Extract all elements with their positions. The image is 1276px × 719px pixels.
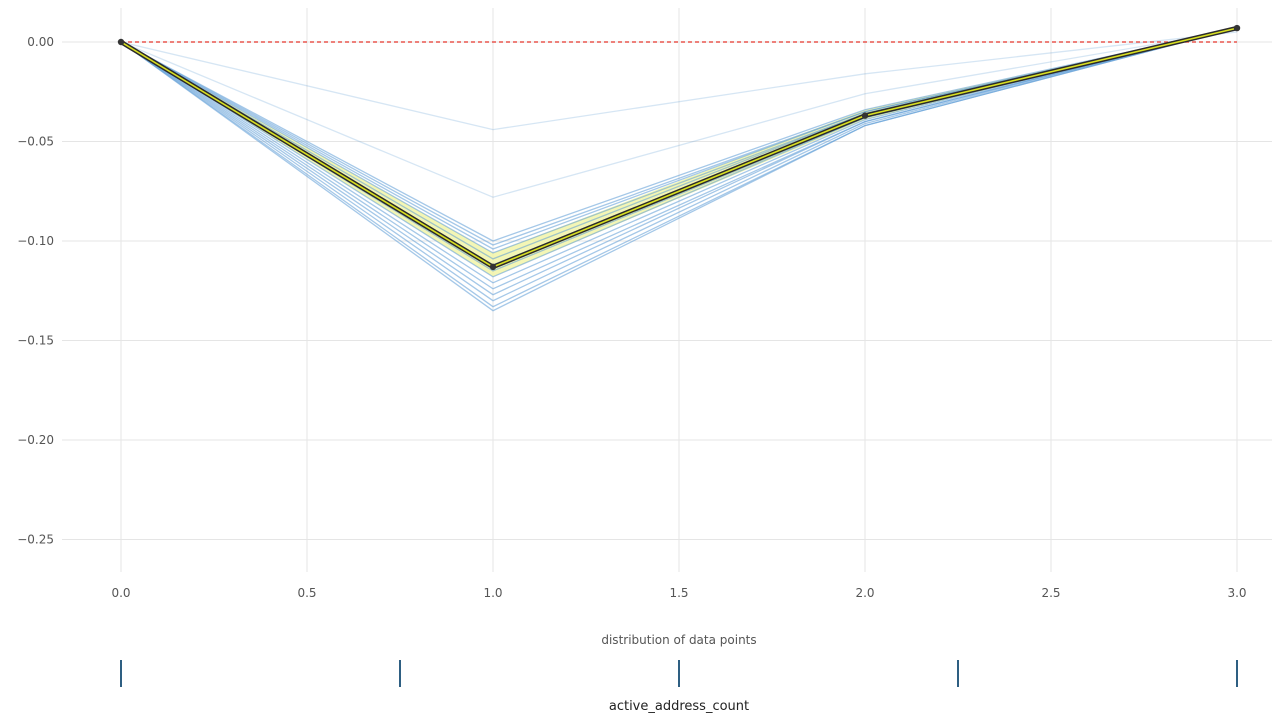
- y-tick-label: −0.05: [17, 135, 54, 149]
- x-tick-label: 2.0: [855, 586, 874, 600]
- data-distribution-rug: [120, 660, 1238, 687]
- individual-line: [120, 29, 1238, 198]
- x-tick-label: 0.5: [297, 586, 316, 600]
- average-line-inner: [120, 27, 1238, 268]
- x-tick-label: 1.0: [483, 586, 502, 600]
- individual-line: [120, 31, 1238, 131]
- y-tick-label: −0.20: [17, 433, 54, 447]
- x-tick-label: 3.0: [1227, 586, 1246, 600]
- y-tick-label: −0.25: [17, 533, 54, 547]
- average-marker: [861, 112, 869, 119]
- x-axis-title: active_address_count: [609, 699, 749, 714]
- y-tick-label: −0.10: [17, 234, 54, 248]
- y-tick-label: −0.15: [17, 334, 54, 348]
- x-axis: 0.0 0.5 1.0 1.5 2.0 2.5 3.0: [111, 586, 1246, 600]
- average-line: [117, 24, 1241, 271]
- grid-lines: [62, 8, 1272, 572]
- individual-line: [120, 27, 1238, 242]
- x-tick-label: 0.0: [111, 586, 130, 600]
- individual-line: [120, 27, 1238, 302]
- individual-line: [120, 27, 1238, 296]
- x-tick-label: 1.5: [669, 586, 688, 600]
- distribution-label: distribution of data points: [601, 633, 756, 647]
- x-tick-label: 2.5: [1041, 586, 1060, 600]
- average-marker: [117, 38, 125, 46]
- average-marker: [1233, 24, 1241, 32]
- average-marker: [489, 263, 497, 271]
- y-axis: 0.00 −0.05 −0.10 −0.15 −0.20 −0.25: [17, 35, 54, 547]
- individual-line: [120, 27, 1238, 312]
- y-tick-label: 0.00: [27, 35, 54, 49]
